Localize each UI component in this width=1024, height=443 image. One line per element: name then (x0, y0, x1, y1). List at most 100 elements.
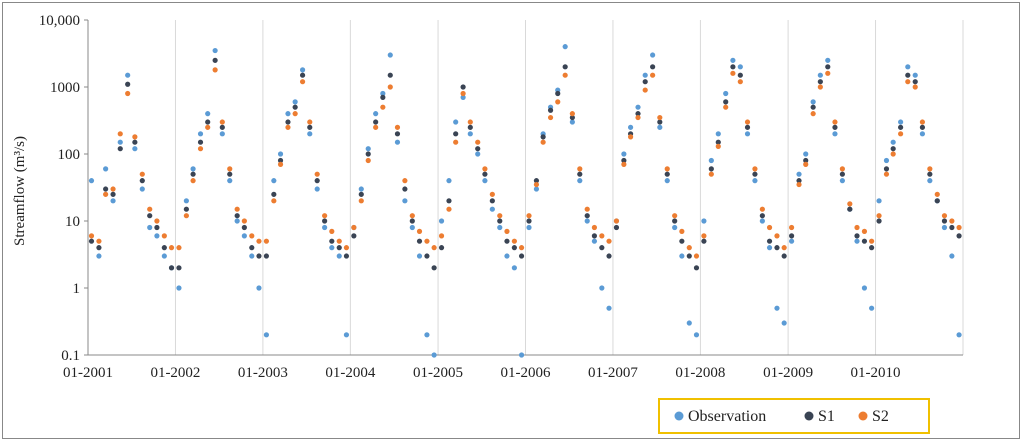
data-point (672, 224, 678, 231)
data-point (409, 213, 415, 219)
x-tick-label: 01-2002 (150, 365, 200, 381)
data-points (88, 44, 962, 358)
data-point (139, 186, 145, 192)
data-point (205, 124, 211, 130)
data-point (635, 104, 641, 110)
data-point (577, 166, 583, 172)
data-point (890, 139, 896, 145)
data-point (234, 206, 240, 212)
data-point (876, 198, 882, 204)
data-point (256, 238, 262, 244)
data-point (409, 224, 415, 231)
data-point (883, 171, 890, 177)
data-point (263, 253, 270, 259)
data-point (562, 44, 568, 50)
x-tick-label: 01-2003 (238, 365, 288, 381)
data-point (373, 111, 379, 117)
data-point (402, 178, 408, 184)
data-point (88, 238, 95, 244)
data-point (774, 233, 780, 239)
data-point (431, 245, 437, 251)
data-point (161, 253, 167, 259)
x-tick-labels: 01-2001 01-2002 01-2003 01-2004 01-2005 01-20… (63, 365, 901, 381)
data-point (431, 352, 437, 358)
data-point (737, 64, 743, 70)
data-point (810, 104, 816, 110)
data-point (299, 79, 306, 85)
data-point (898, 124, 904, 130)
data-point (781, 253, 787, 259)
data-point (854, 238, 860, 244)
data-point (117, 131, 123, 137)
data-point (358, 191, 364, 197)
data-point (810, 111, 816, 117)
data-point (941, 218, 948, 224)
data-point (212, 47, 218, 54)
series-s1 (88, 57, 962, 271)
data-point (650, 52, 656, 58)
data-point (869, 245, 875, 251)
data-point (919, 131, 926, 137)
data-point (621, 151, 627, 157)
data-point (664, 171, 670, 177)
data-point (854, 224, 860, 231)
data-point (766, 245, 773, 251)
data-point (176, 245, 182, 251)
data-point (664, 166, 670, 172)
data-point (708, 157, 714, 164)
data-point (511, 245, 517, 251)
data-point (227, 178, 233, 184)
data-point (249, 245, 255, 251)
legend-box (658, 398, 930, 434)
data-point (890, 151, 896, 157)
data-point (832, 119, 838, 125)
data-point (504, 253, 510, 259)
data-point (591, 233, 598, 239)
data-point (642, 72, 648, 78)
data-point (788, 233, 795, 239)
legend-label: Observation (688, 408, 766, 425)
data-point (402, 198, 408, 204)
data-point (110, 191, 116, 197)
data-point (475, 146, 481, 152)
data-point (657, 119, 663, 125)
data-point (292, 104, 298, 110)
data-point (322, 224, 328, 231)
data-point (621, 161, 627, 167)
y-tick-labels: 0.1 1 10 100 1000 10,000 (39, 13, 88, 364)
data-point (905, 79, 911, 85)
data-point (584, 213, 590, 219)
data-point (139, 178, 145, 184)
data-point (635, 111, 641, 117)
data-point (774, 305, 780, 311)
data-point (438, 218, 445, 224)
data-point (424, 238, 430, 244)
data-point (88, 178, 95, 184)
data-point (599, 233, 605, 239)
data-point (621, 157, 627, 164)
data-point (759, 206, 765, 212)
data-point (533, 181, 540, 188)
data-point (905, 72, 911, 78)
x-tick-label: 01-2001 (63, 365, 113, 381)
data-point (96, 245, 102, 251)
data-point (796, 181, 802, 188)
data-point (147, 213, 153, 219)
data-point (912, 84, 918, 90)
data-point (336, 253, 342, 259)
data-point (577, 171, 583, 177)
data-point (190, 171, 196, 177)
data-point (394, 131, 401, 137)
data-point (912, 79, 918, 85)
data-point (562, 64, 568, 70)
data-point (125, 90, 131, 97)
data-point (285, 119, 291, 125)
data-point (497, 213, 503, 219)
data-point (256, 285, 262, 291)
data-point (205, 119, 211, 125)
data-point (307, 131, 313, 137)
data-point (825, 64, 831, 70)
data-point (256, 253, 262, 259)
